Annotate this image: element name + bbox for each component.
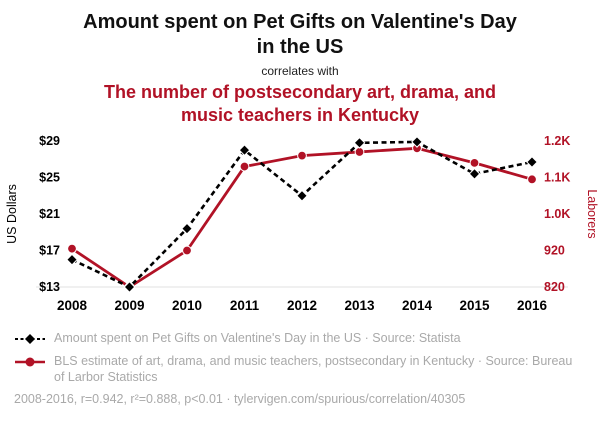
red-data-point xyxy=(354,146,365,157)
black-data-point xyxy=(123,280,136,293)
red-data-point xyxy=(469,157,480,168)
x-axis-tick: 2016 xyxy=(517,298,548,313)
black-data-point xyxy=(468,167,481,180)
x-axis-tick: 2012 xyxy=(287,298,317,313)
x-axis-tick: 2014 xyxy=(402,298,433,313)
black-diamond-dashed-marker xyxy=(14,331,46,350)
left-axis-tick: $21 xyxy=(39,207,60,221)
right-axis-tick: 1.0K xyxy=(544,207,570,221)
legend-item-teachers: BLS estimate of art, drama, and music te… xyxy=(14,354,586,385)
footer-stats: 2008-2016, r=0.942, r²=0.888, p<0.01 · t… xyxy=(14,391,466,406)
page: Amount spent on Pet Gifts on Valentine's… xyxy=(0,10,600,446)
red-data-point xyxy=(527,174,537,184)
right-axis-tick: 1.2K xyxy=(544,134,570,148)
correlated-series-title: The number of postsecondary art, drama, … xyxy=(103,82,497,125)
legend-label-pet-gifts: Amount spent on Pet Gifts on Valentine's… xyxy=(54,330,461,345)
black-dashed-line xyxy=(71,140,533,289)
black-data-point xyxy=(526,155,538,168)
red-circle-solid-marker xyxy=(14,354,46,373)
chart-area: $29 $25 $21 $17 $13 1.2K 1.1K 1.0K 920 820 2008 200… xyxy=(0,129,600,325)
correlates-with-label: correlates with xyxy=(261,64,339,78)
left-axis-title: US Dollars xyxy=(5,184,19,244)
line-chart: $29 $25 $21 $17 $13 1.2K 1.1K 1.0K 920 820 2008 200… xyxy=(5,134,599,313)
red-data-point xyxy=(182,245,192,256)
right-axis-title: Laborers xyxy=(585,189,599,238)
chart-title: Amount spent on Pet Gifts on Valentine's… xyxy=(83,11,517,58)
left-axis-tick: $29 xyxy=(39,134,60,148)
legend: Amount spent on Pet Gifts on Valentine's… xyxy=(14,331,586,386)
legend-item-pet-gifts: Amount spent on Pet Gifts on Valentine's… xyxy=(14,331,586,350)
red-data-point xyxy=(297,150,307,161)
x-axis-tick: 2015 xyxy=(459,298,490,313)
x-axis-tick: 2013 xyxy=(344,298,375,313)
legend-label-teachers: BLS estimate of art, drama, and music te… xyxy=(54,354,573,384)
red-data-point xyxy=(239,161,250,172)
x-axis-tick: 2009 xyxy=(114,298,144,313)
black-data-point xyxy=(353,136,366,149)
right-axis-tick: 820 xyxy=(544,280,565,294)
left-axis-tick: $25 xyxy=(39,170,60,184)
black-data-point xyxy=(66,253,78,266)
black-data-point xyxy=(411,135,423,148)
x-axis-tick: 2011 xyxy=(230,298,260,313)
black-data-point xyxy=(296,189,308,202)
right-axis-tick: 1.1K xyxy=(544,170,570,184)
black-data-point xyxy=(238,143,251,156)
left-axis-tick: $17 xyxy=(39,243,60,257)
right-axis-tick: 920 xyxy=(544,243,565,257)
black-data-point xyxy=(181,222,193,235)
red-data-point xyxy=(67,243,77,254)
x-axis-tick: 2008 xyxy=(57,298,88,313)
red-line xyxy=(71,146,533,289)
x-axis-tick: 2010 xyxy=(172,298,202,313)
left-axis-tick: $13 xyxy=(39,280,60,294)
